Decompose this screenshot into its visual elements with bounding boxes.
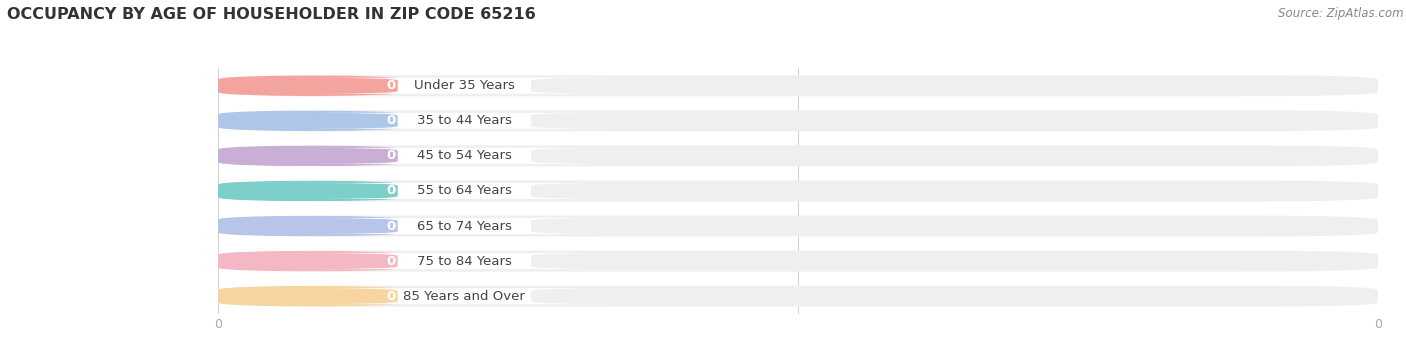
FancyBboxPatch shape	[218, 180, 404, 202]
Text: 85 Years and Over: 85 Years and Over	[404, 290, 526, 303]
FancyBboxPatch shape	[308, 253, 621, 269]
FancyBboxPatch shape	[218, 286, 1378, 307]
FancyBboxPatch shape	[218, 75, 404, 96]
FancyBboxPatch shape	[218, 251, 404, 272]
Text: 65 to 74 Years: 65 to 74 Years	[418, 220, 512, 233]
Text: 0: 0	[387, 290, 395, 303]
Text: 75 to 84 Years: 75 to 84 Years	[418, 255, 512, 268]
FancyBboxPatch shape	[218, 216, 404, 237]
Text: 0: 0	[387, 79, 395, 92]
Text: 0: 0	[387, 184, 395, 197]
FancyBboxPatch shape	[218, 251, 1378, 272]
FancyBboxPatch shape	[218, 110, 1378, 131]
Text: 0: 0	[387, 149, 395, 162]
FancyBboxPatch shape	[308, 148, 621, 164]
FancyBboxPatch shape	[218, 145, 1378, 166]
Text: Under 35 Years: Under 35 Years	[413, 79, 515, 92]
FancyBboxPatch shape	[218, 75, 1378, 96]
FancyBboxPatch shape	[308, 78, 621, 94]
Text: 35 to 44 Years: 35 to 44 Years	[418, 114, 512, 127]
Text: 0: 0	[387, 255, 395, 268]
FancyBboxPatch shape	[308, 113, 621, 129]
FancyBboxPatch shape	[218, 180, 1378, 202]
FancyBboxPatch shape	[218, 286, 404, 307]
FancyBboxPatch shape	[308, 218, 621, 234]
FancyBboxPatch shape	[218, 110, 404, 131]
Text: 0: 0	[387, 114, 395, 127]
Text: 45 to 54 Years: 45 to 54 Years	[418, 149, 512, 162]
Text: 55 to 64 Years: 55 to 64 Years	[418, 184, 512, 197]
FancyBboxPatch shape	[308, 183, 621, 199]
FancyBboxPatch shape	[218, 216, 1378, 237]
FancyBboxPatch shape	[218, 145, 404, 166]
Text: OCCUPANCY BY AGE OF HOUSEHOLDER IN ZIP CODE 65216: OCCUPANCY BY AGE OF HOUSEHOLDER IN ZIP C…	[7, 7, 536, 22]
Text: Source: ZipAtlas.com: Source: ZipAtlas.com	[1278, 7, 1403, 20]
FancyBboxPatch shape	[308, 288, 621, 304]
Text: 0: 0	[387, 220, 395, 233]
